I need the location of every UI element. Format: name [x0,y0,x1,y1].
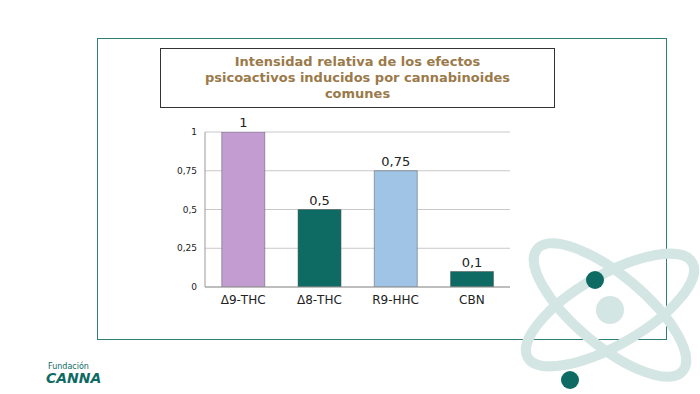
svg-text:0,25: 0,25 [177,243,197,253]
html-text:CANNA: CANNA [46,370,102,386]
svg-text:0,5: 0,5 [183,205,197,215]
svg-text:1: 1 [191,127,197,137]
svg-text:Δ9-THC: Δ9-THC [221,293,266,307]
svg-text:Δ8-THC: Δ8-THC [297,293,342,307]
svg-text:1: 1 [239,115,247,130]
svg-text:CBN: CBN [459,293,485,307]
html-text:Fundación: Fundación [48,362,89,371]
svg-text:0,75: 0,75 [381,154,410,169]
svg-text:R9-HHC: R9-HHC [372,293,419,307]
svg-text:0,1: 0,1 [462,255,483,270]
svg-text:0,75: 0,75 [177,166,197,176]
svg-text:0,5: 0,5 [309,193,330,208]
html-text:Intensidad relativa de los efe: Intensidad relativa de los efectos psico… [205,54,510,101]
svg-text:0: 0 [191,282,197,292]
